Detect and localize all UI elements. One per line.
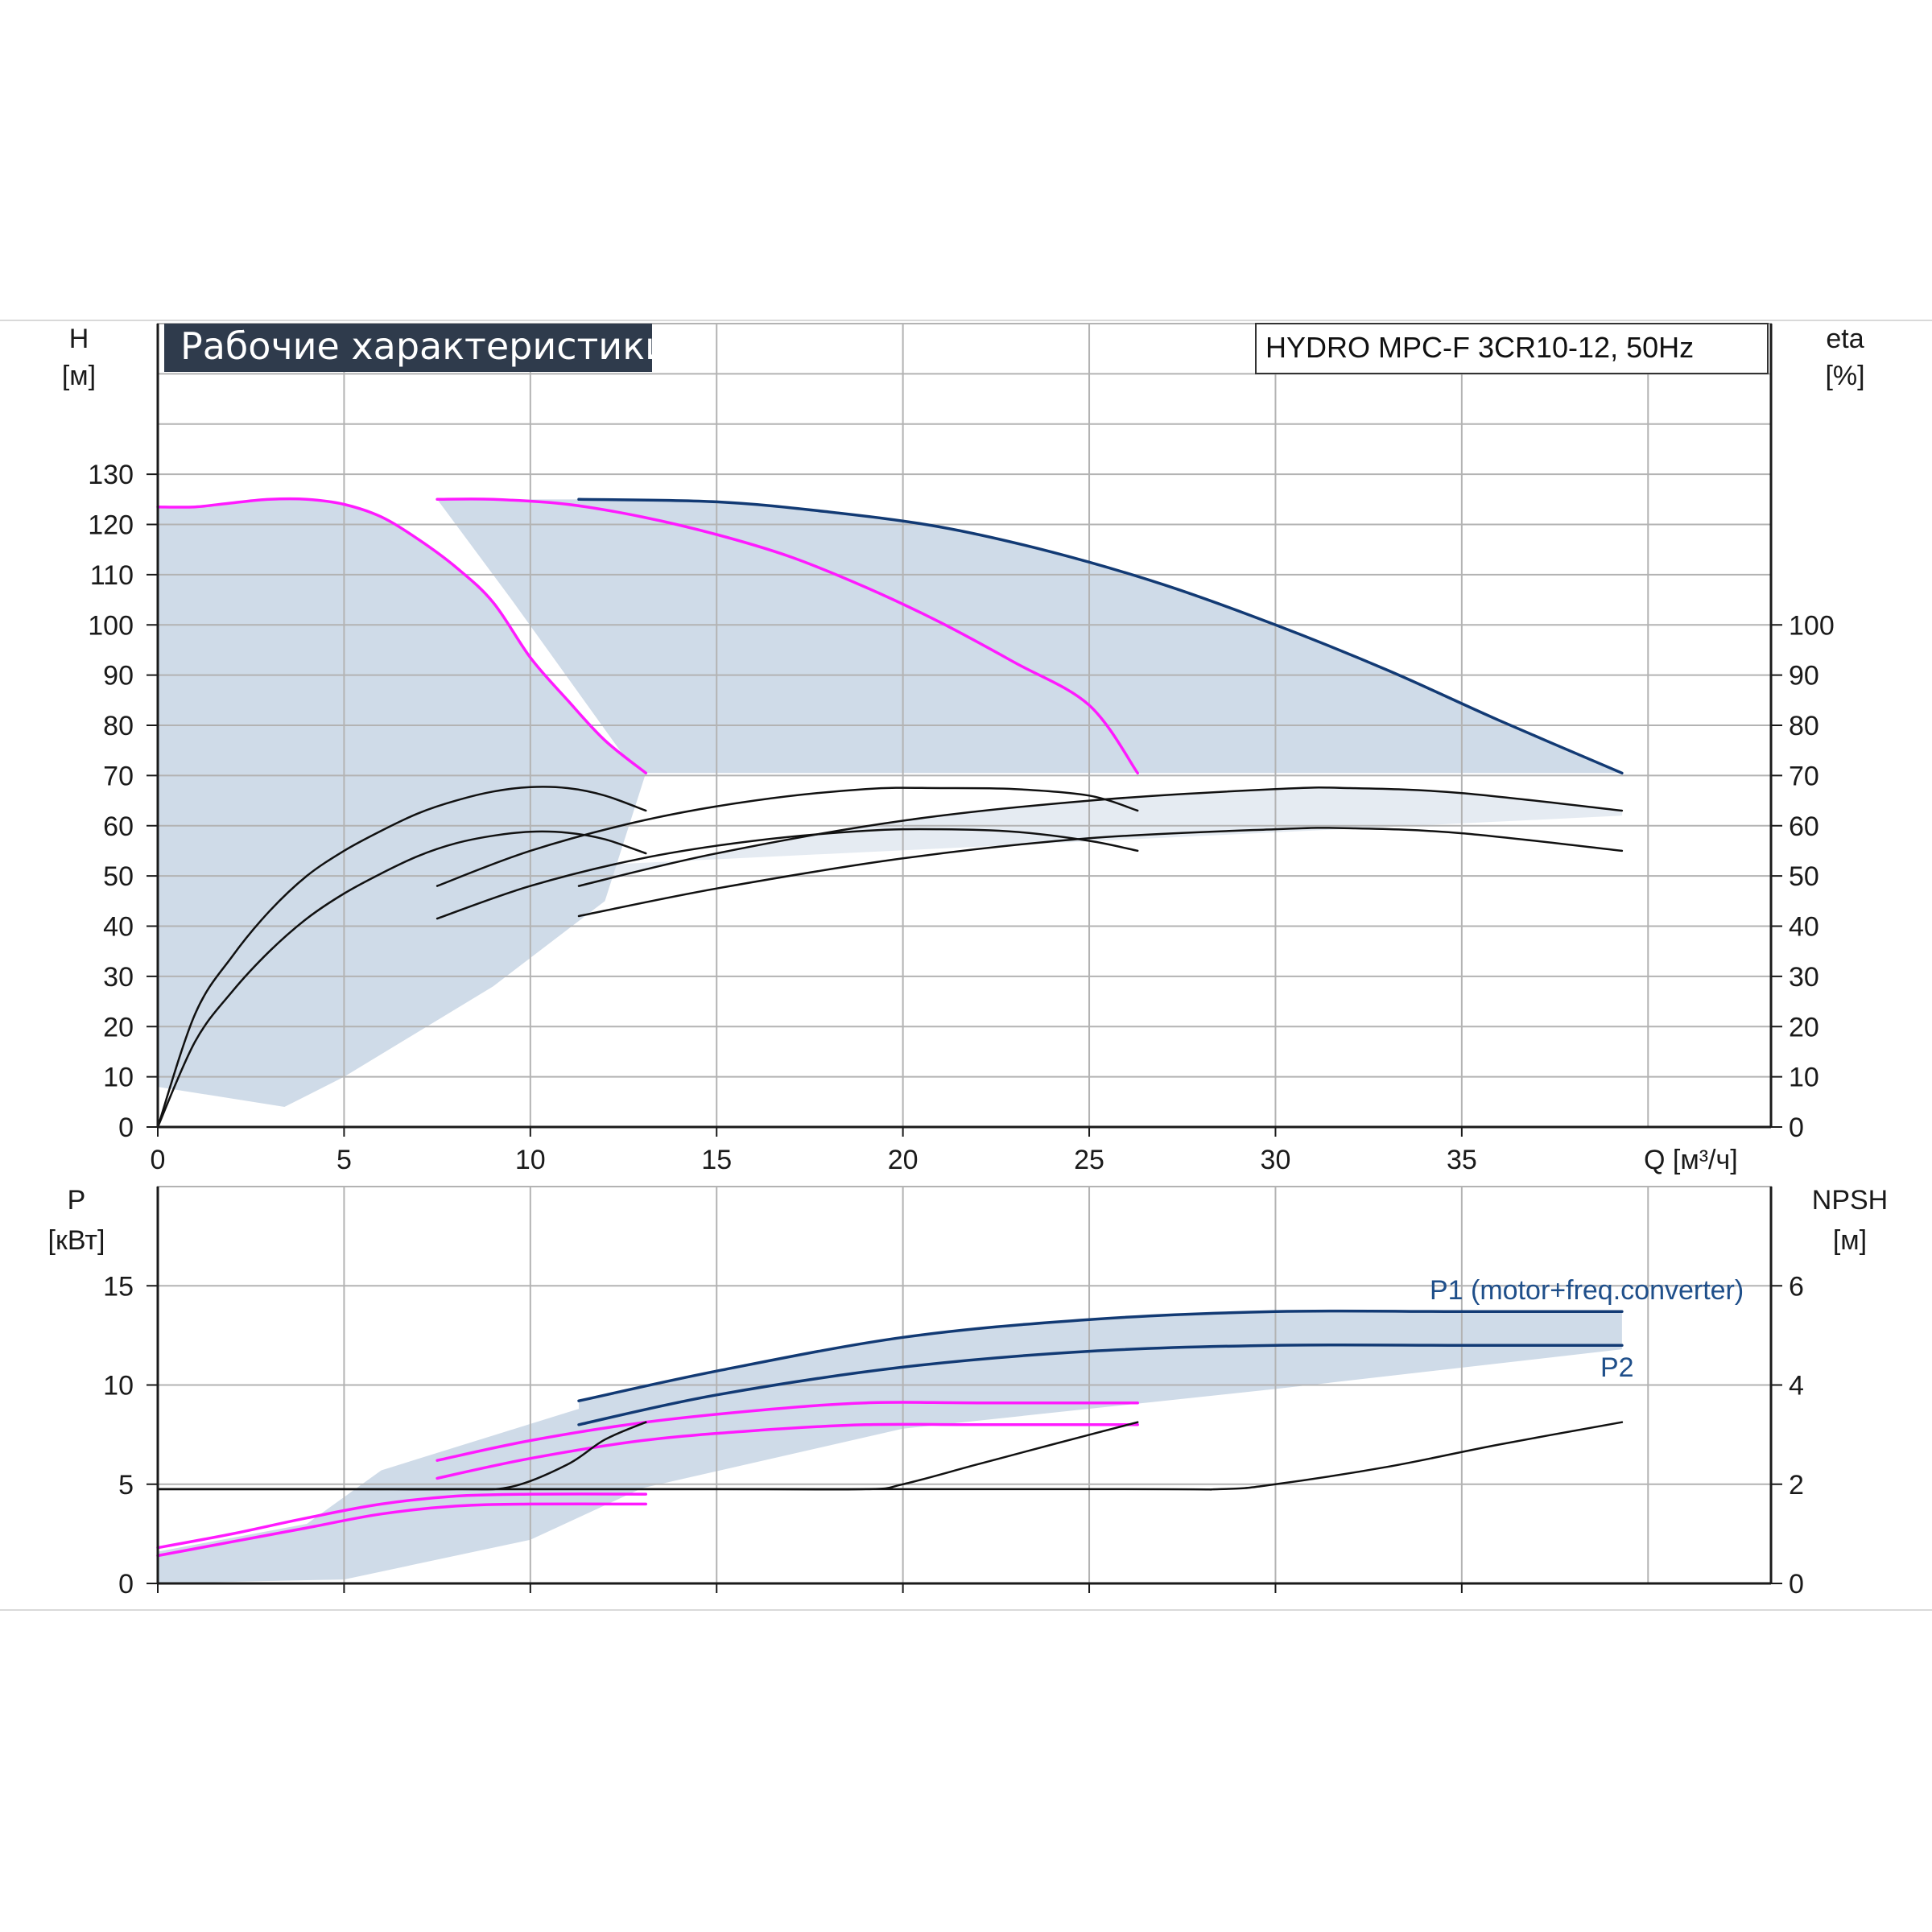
model-label: HYDRO MPC-F 3CR10-12, 50Hz xyxy=(1265,331,1694,364)
y-tick-label: 10 xyxy=(103,1371,134,1402)
y-tick-label: 130 xyxy=(88,460,134,490)
y2-tick-label: 2 xyxy=(1789,1470,1804,1501)
y-tick-label: 60 xyxy=(103,811,134,842)
y-tick-label: 50 xyxy=(103,861,134,892)
curve-p1_2pump xyxy=(436,1401,1139,1462)
x-tick-label: 35 xyxy=(1447,1145,1477,1175)
y2-tick-label: 0 xyxy=(1789,1569,1804,1600)
y-tick-label: 80 xyxy=(103,711,134,741)
curve-npsh_3pump xyxy=(156,1421,1624,1491)
y2-tick-label: 30 xyxy=(1789,962,1819,993)
y-tick-label: 70 xyxy=(103,761,134,791)
y-tick-label: 15 xyxy=(103,1271,134,1302)
y-tick-label: 90 xyxy=(103,661,134,691)
y2-tick-label: 4 xyxy=(1789,1371,1804,1402)
curve-h_3pump_full xyxy=(577,497,1624,775)
curves xyxy=(156,497,1624,1129)
y2-axis-symbol-eta: eta xyxy=(1826,324,1864,354)
y2-tick-label: 0 xyxy=(1789,1113,1804,1143)
curve-eta_3pump_a xyxy=(577,786,1624,887)
range-area-upper xyxy=(437,499,1622,774)
curve-h_1pump_reduced xyxy=(156,497,648,775)
curve-h_2pump_reduced xyxy=(436,497,1139,775)
curve-p1_1pump xyxy=(156,1492,648,1550)
grid xyxy=(157,323,1772,1128)
y2-tick-label: 10 xyxy=(1789,1063,1819,1093)
y-axis-unit-h: [м] xyxy=(62,361,96,391)
y2-tick-label: 70 xyxy=(1789,761,1819,791)
curve-eta_1pump_a xyxy=(156,786,647,1129)
x-axis-label: Q [м³/ч] xyxy=(1644,1145,1738,1175)
y-tick-label: 110 xyxy=(90,560,134,591)
y2-tick-label: 40 xyxy=(1789,912,1819,943)
y2-tick-label: 6 xyxy=(1789,1271,1804,1302)
y-tick-label: 30 xyxy=(103,962,134,993)
curve-p2_3pump xyxy=(577,1343,1624,1426)
y-tick-label: 10 xyxy=(103,1063,134,1093)
title-box xyxy=(164,324,652,372)
y2-tick-label: 80 xyxy=(1789,711,1819,741)
y-axis-unit-p: [кВт] xyxy=(48,1225,105,1256)
range-area-power xyxy=(158,1311,1622,1583)
power-npsh-panel: 0 5 10 15 0 2 4 6 xyxy=(103,1186,1804,1600)
x-tick-label: 0 xyxy=(151,1145,166,1175)
y-tick-label: 0 xyxy=(118,1113,134,1143)
x-tick-label: 10 xyxy=(515,1145,546,1175)
x-tick-label: 15 xyxy=(701,1145,732,1175)
y-axis-symbol-h: H xyxy=(69,324,89,354)
y2-tick-label: 100 xyxy=(1789,610,1835,641)
y2-axis-symbol-npsh: NPSH xyxy=(1812,1185,1888,1216)
chart-title: Рабочие характеристики xyxy=(180,324,669,368)
y-axis-symbol-p: P xyxy=(68,1185,86,1216)
curves xyxy=(156,1309,1624,1558)
curve-eta_2pump_a xyxy=(436,786,1139,887)
x-tick-label: 30 xyxy=(1261,1145,1291,1175)
y2-axis-unit-npsh: [м] xyxy=(1833,1225,1867,1256)
range-area-1pump xyxy=(158,498,646,1108)
curve-p2_1pump xyxy=(156,1502,648,1558)
y-tick-label: 5 xyxy=(118,1470,134,1501)
operating-range-area xyxy=(158,498,1622,1108)
tick-labels: 0102030405060708090100110120130010203040… xyxy=(88,460,1834,1175)
y-tick-label: 100 xyxy=(88,610,134,641)
curve-eta_1pump_b xyxy=(156,830,647,1129)
x-tick-label: 20 xyxy=(888,1145,919,1175)
y-tick-label: 0 xyxy=(118,1569,134,1600)
x-tick-label: 5 xyxy=(336,1145,352,1175)
curve-eta_3pump_b xyxy=(577,827,1624,918)
y2-tick-label: 60 xyxy=(1789,811,1819,842)
y-tick-label: 40 xyxy=(103,912,134,943)
model-box xyxy=(1255,323,1769,374)
curve-eta_2pump_b xyxy=(436,828,1139,920)
x-tick-label: 25 xyxy=(1074,1145,1104,1175)
axes xyxy=(147,324,1782,1137)
y2-tick-label: 90 xyxy=(1789,661,1819,691)
head-efficiency-panel: 0102030405060708090100110120130010203040… xyxy=(88,323,1835,1175)
y2-tick-label: 20 xyxy=(1789,1012,1819,1042)
y2-tick-label: 50 xyxy=(1789,861,1819,892)
curve-p1_3pump xyxy=(577,1309,1624,1402)
axes xyxy=(147,1187,1782,1593)
y-tick-label: 120 xyxy=(88,510,134,541)
legend-p1: P1 (motor+freq.converter) xyxy=(1430,1275,1744,1306)
y2-axis-unit-eta: [%] xyxy=(1825,361,1864,391)
legend-p2: P2 xyxy=(1600,1352,1634,1383)
curve-p2_2pump xyxy=(436,1422,1139,1480)
tick-labels: 0 5 10 15 0 2 4 6 xyxy=(103,1271,1804,1600)
power-range-area xyxy=(158,1311,1622,1583)
y-tick-label: 20 xyxy=(103,1012,134,1042)
